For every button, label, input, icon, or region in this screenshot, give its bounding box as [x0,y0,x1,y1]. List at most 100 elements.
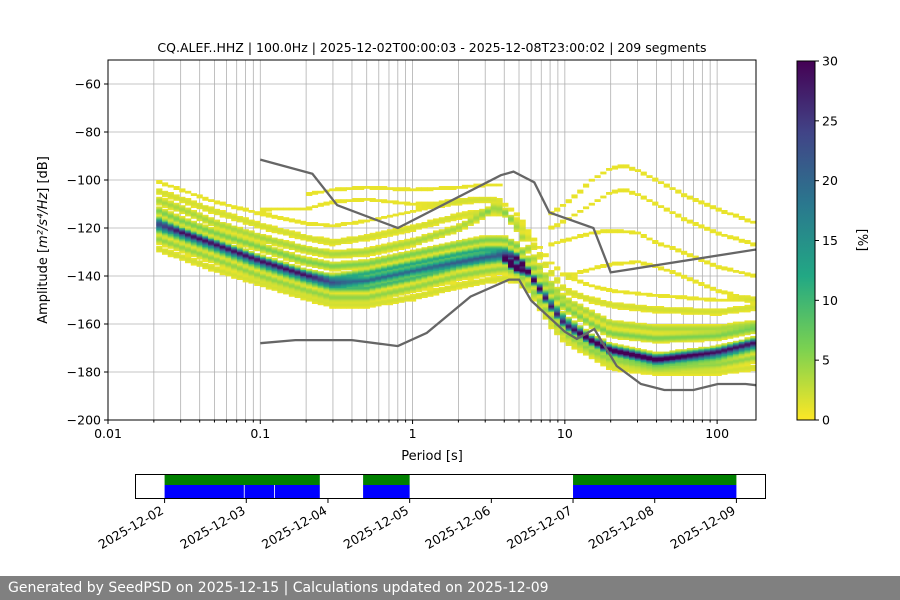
psd-cell [508,246,515,248]
psd-cell [415,290,422,292]
psd-cell [433,201,440,204]
psd-cell [444,252,451,254]
psd-cell [306,278,313,280]
psd-cell [392,259,399,261]
psd-cell [167,211,174,213]
psd-cell [231,249,238,252]
psd-cell [525,279,532,282]
psd-cell [640,362,647,364]
psd-cell [381,274,388,277]
psd-cell [438,278,445,280]
psd-cell [606,288,613,290]
psd-cell [156,246,163,248]
psd-cell [173,205,180,207]
psd-cell [156,232,163,235]
psd-cell [323,225,330,228]
psd-cell [185,234,192,236]
psd-cell [185,258,192,260]
psd-cell [646,238,653,241]
psd-cell [427,265,434,267]
psd-cell [427,224,434,226]
psd-cell [531,297,538,300]
psd-cell [254,237,261,240]
psd-cell [236,216,244,218]
psd-cell [461,277,469,279]
psd-cell [479,249,486,252]
psd-cell [369,302,376,304]
psd-cell [392,276,399,278]
psd-cell [283,265,290,267]
psd-cell [213,235,221,237]
psd-cell [617,338,624,340]
psd-cell [525,232,532,235]
psd-cell [202,208,209,211]
psd-cell [606,303,613,306]
psd-cell [386,278,394,280]
psd-cell [484,213,492,216]
psd-cell [323,202,330,205]
psd-cell [594,298,601,301]
psd-cell [606,319,613,321]
psd-cell [288,260,296,262]
psd-cell [438,231,445,234]
psd-cell [358,199,365,201]
psd-cell [519,270,526,272]
psd-cell [386,232,394,235]
psd-cell [409,259,417,261]
psd-cell [427,294,434,296]
psd-cell [231,229,238,231]
psd-cell [479,258,486,260]
psd-cell [513,265,520,267]
psd-cell [242,219,249,222]
psd-cell [375,282,382,284]
psd-cell [513,222,520,224]
psd-cell [588,312,595,314]
psd-cell [484,250,492,253]
psd-cell [323,304,330,307]
psd-cell [392,294,399,296]
psd-cell [536,291,544,294]
psd-cell [663,355,670,357]
psd-cell [352,307,359,309]
psd-cell [473,284,480,286]
psd-cell [461,201,469,204]
psd-cell [427,279,434,282]
psd-cell [404,252,411,254]
psd-cell [271,261,278,264]
psd-cell [386,229,394,231]
psd-cell [657,338,665,340]
psd-cell [334,242,342,244]
psd-cell [623,346,630,349]
psd-cell [542,289,549,291]
psd-cell [502,260,509,262]
psd-cell [185,198,192,200]
psd-cell [392,302,399,304]
psd-cell [196,216,203,218]
psd-cell [484,266,492,268]
psd-cell [496,276,503,278]
psd-cell [531,272,538,274]
psd-cell [288,234,296,236]
psd-cell [392,262,399,265]
psd-cell [329,284,336,286]
psd-cell [640,308,647,310]
psd-cell [317,240,324,242]
psd-cell [461,217,469,219]
psd-cell [508,207,515,210]
psd-cell [294,284,301,286]
psd-cell [398,283,405,285]
psd-cell [634,368,642,370]
psd-cell [161,193,169,195]
psd-cell [554,225,561,228]
psd-cell [208,265,215,267]
psd-cell [513,272,520,274]
psd-cell [161,249,169,252]
psd-cell [260,285,267,288]
psd-cell [663,294,670,296]
psd-cell [213,224,221,226]
psd-cell [577,296,584,298]
psd-cell [600,304,607,307]
psd-cell [484,254,492,256]
psd-cell [508,222,515,224]
psd-cell [185,250,192,253]
